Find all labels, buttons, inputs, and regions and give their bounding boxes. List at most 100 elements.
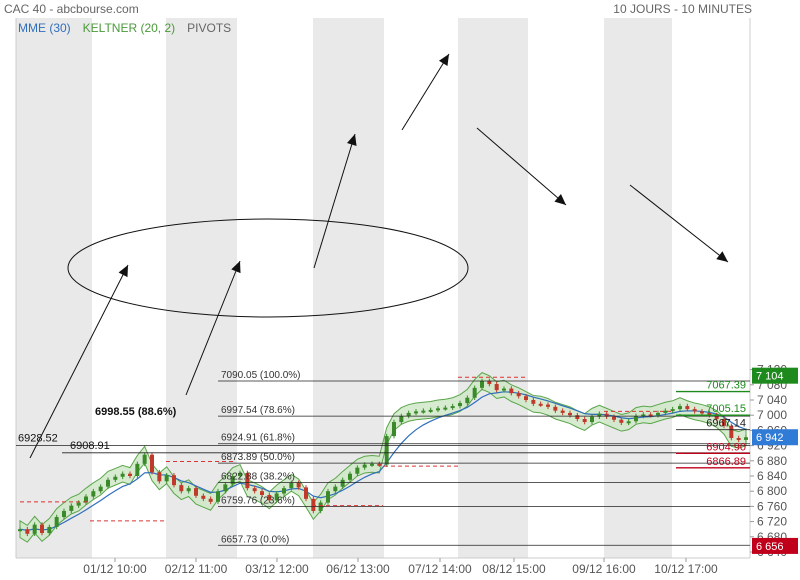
candle-body-1: [25, 529, 30, 534]
x-tick-label-1: 02/12 11:00: [165, 562, 228, 576]
candle-body-78: [590, 416, 594, 423]
candle-body-7: [69, 505, 74, 511]
fib-label-0: 7090.05 (100.0%): [221, 370, 301, 381]
candle-body-99: [744, 437, 748, 440]
arrow-head-5: [716, 251, 728, 262]
candle-body-97: [729, 425, 734, 438]
candle-body-24: [194, 488, 198, 496]
level-label-2: 6908.91: [70, 440, 110, 452]
session-band-1: [166, 18, 237, 558]
candle-body-55: [421, 410, 426, 413]
instrument-title: CAC 40 - abcbourse.com: [4, 2, 139, 16]
candle-body-38: [296, 482, 301, 488]
candle-body-18: [150, 454, 154, 473]
candle-body-11: [98, 486, 103, 492]
candle-body-84: [634, 415, 638, 422]
badge-top-text: 7 104: [756, 371, 784, 383]
arrow-head-0: [118, 265, 128, 278]
candle-body-68: [516, 393, 521, 397]
candle-body-43: [333, 486, 338, 492]
candle-body-19: [157, 472, 162, 482]
candle-body-56: [428, 409, 433, 412]
candle-body-85: [641, 414, 646, 417]
candle-body-51: [392, 422, 396, 437]
candle-body-79: [597, 413, 602, 417]
y-tick-label-2: 7 040: [757, 393, 787, 407]
candle-body-28: [223, 484, 228, 492]
candle-body-67: [509, 388, 514, 394]
y-tick-label-7: 6 840: [757, 469, 787, 483]
pivot-label-0: 7067.39: [706, 380, 746, 392]
candle-body-26: [208, 498, 213, 502]
y-tick-label-8: 6 800: [757, 484, 787, 498]
candle-body-80: [604, 413, 609, 417]
candle-body-57: [436, 408, 440, 411]
level-label-1: 6928.52: [18, 432, 58, 444]
badge-current-text: 6 942: [756, 432, 784, 444]
candle-body-88: [663, 410, 668, 413]
legend-mme[interactable]: MME (30): [18, 21, 71, 35]
candle-body-64: [487, 381, 492, 385]
candle-body-58: [443, 407, 448, 410]
y-tick-label-6: 6 880: [757, 454, 787, 468]
x-tick-label-6: 09/12 16:00: [572, 562, 636, 576]
badge-top-bg: [752, 367, 798, 384]
candle-body-42: [326, 491, 330, 503]
chart-legend: MME (30) KELTNER (20, 2) PIVOTS: [18, 21, 231, 35]
x-tick-label-7: 10/12 17:00: [654, 562, 718, 576]
candle-body-12: [106, 479, 110, 487]
arrow-line-0: [29, 264, 129, 459]
session-band-3: [458, 18, 528, 558]
x-tick-label-5: 08/12 15:00: [482, 562, 546, 576]
candle-body-53: [406, 412, 411, 416]
candle-body-13: [113, 476, 118, 480]
candle-body-15: [128, 473, 132, 476]
candle-body-20: [164, 475, 169, 482]
arrow-head-1: [231, 261, 241, 274]
candle-body-93: [700, 411, 704, 414]
legend-keltner[interactable]: KELTNER (20, 2): [82, 21, 176, 35]
badge-bottom-text: 6 656: [756, 541, 784, 553]
candle-body-3: [40, 524, 44, 533]
y-tick-label-3: 7 000: [757, 408, 787, 422]
arrow-line-3: [401, 53, 450, 131]
arrow-line-1: [185, 260, 241, 396]
candle-body-92: [692, 409, 697, 412]
x-tick-label-0: 01/12 10:00: [83, 562, 147, 576]
candle-body-63: [480, 381, 484, 388]
candle-body-76: [575, 415, 580, 419]
candle-body-90: [678, 406, 682, 410]
candle-body-59: [450, 406, 455, 409]
candle-body-46: [355, 467, 360, 474]
candle-body-72: [546, 404, 550, 407]
candle-body-2: [32, 524, 37, 534]
candle-body-29: [230, 476, 235, 485]
candle-body-31: [245, 472, 250, 489]
candle-body-39: [304, 487, 308, 499]
candle-body-61: [465, 397, 470, 404]
candle-body-70: [531, 400, 536, 404]
candle-body-25: [201, 495, 206, 499]
pivot-label-4: 6866.89: [706, 456, 746, 468]
candle-body-21: [172, 475, 176, 486]
chart-header: CAC 40 - abcbourse.com 10 JOURS - 10 MIN…: [0, 0, 800, 18]
candle-body-65: [494, 384, 499, 391]
candle-body-47: [362, 464, 367, 468]
legend-pivots[interactable]: PIVOTS: [187, 21, 232, 35]
candle-body-34: [267, 495, 272, 501]
pivot-label-2: 6967.14: [706, 418, 746, 430]
candle-body-71: [538, 403, 543, 406]
mme-line: [19, 391, 747, 531]
candle-body-6: [62, 510, 66, 518]
candle-body-87: [656, 412, 660, 416]
candle-body-5: [54, 517, 59, 527]
arrow-head-4: [554, 194, 566, 205]
candle-body-95: [714, 415, 719, 419]
candle-body-60: [458, 403, 462, 407]
badge-bottom-bg: [752, 537, 798, 554]
arrow-head-3: [438, 54, 449, 66]
badge-current-bg: [752, 429, 798, 446]
annotation-ellipse: [67, 218, 469, 318]
candle-body-0: [18, 529, 22, 532]
